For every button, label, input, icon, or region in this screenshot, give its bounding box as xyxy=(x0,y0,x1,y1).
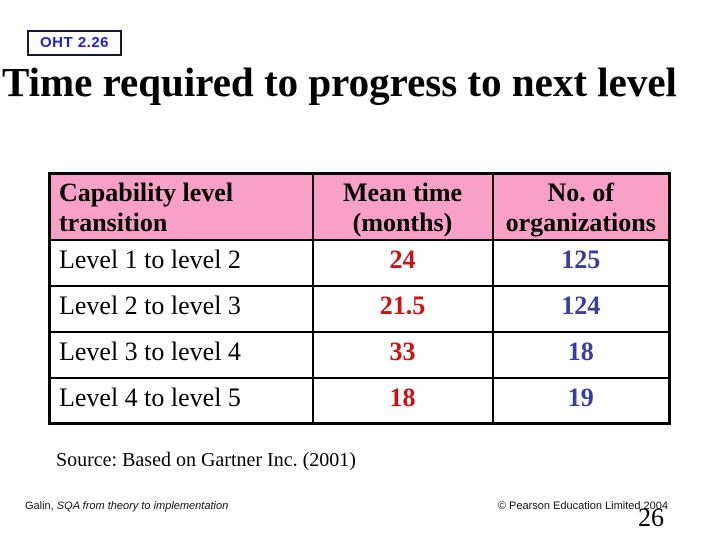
table-row: Level 2 to level 3 21.5 124 xyxy=(48,284,671,333)
table-row: Level 1 to level 2 24 125 xyxy=(48,238,671,287)
mean-time-cell: 24 xyxy=(311,238,494,287)
table-row: Level 4 to level 5 18 19 xyxy=(48,376,671,425)
table-row: Level 3 to level 4 33 18 xyxy=(48,330,671,379)
footer-copyright: © Pearson Education Limited 2004 xyxy=(497,500,668,512)
table-header-row: Capability level transition Mean time (m… xyxy=(48,172,671,241)
organizations-cell: 18 xyxy=(491,330,671,379)
column-header-transition: Capability level transition xyxy=(48,172,314,241)
column-header-mean-time: Mean time (months) xyxy=(311,172,494,241)
source-citation: Source: Based on Gartner Inc. (2001) xyxy=(56,449,356,471)
transition-cell: Level 1 to level 2 xyxy=(48,238,314,287)
organizations-cell: 125 xyxy=(491,238,671,287)
transition-cell: Level 3 to level 4 xyxy=(48,330,314,379)
organizations-cell: 124 xyxy=(491,284,671,333)
footer-book-title: SQA from theory to implementation xyxy=(56,500,229,512)
mean-time-cell: 21.5 xyxy=(311,284,494,333)
page-title: Time required to progress to next level xyxy=(2,59,677,105)
mean-time-cell: 33 xyxy=(311,330,494,379)
mean-time-cell: 18 xyxy=(311,376,494,425)
page-number: 26 xyxy=(638,503,664,532)
footer-book-reference: Galin, SQA from theory to implementation xyxy=(25,500,228,512)
transition-cell: Level 4 to level 5 xyxy=(48,376,314,425)
transition-cell: Level 2 to level 3 xyxy=(48,284,314,333)
footer-author: Galin, xyxy=(25,500,57,512)
capability-transition-table: Capability level transition Mean time (m… xyxy=(48,172,671,425)
column-header-organizations: No. of organizations xyxy=(491,172,671,241)
organizations-cell: 19 xyxy=(491,376,671,425)
oht-badge: OHT 2.26 xyxy=(27,30,123,56)
